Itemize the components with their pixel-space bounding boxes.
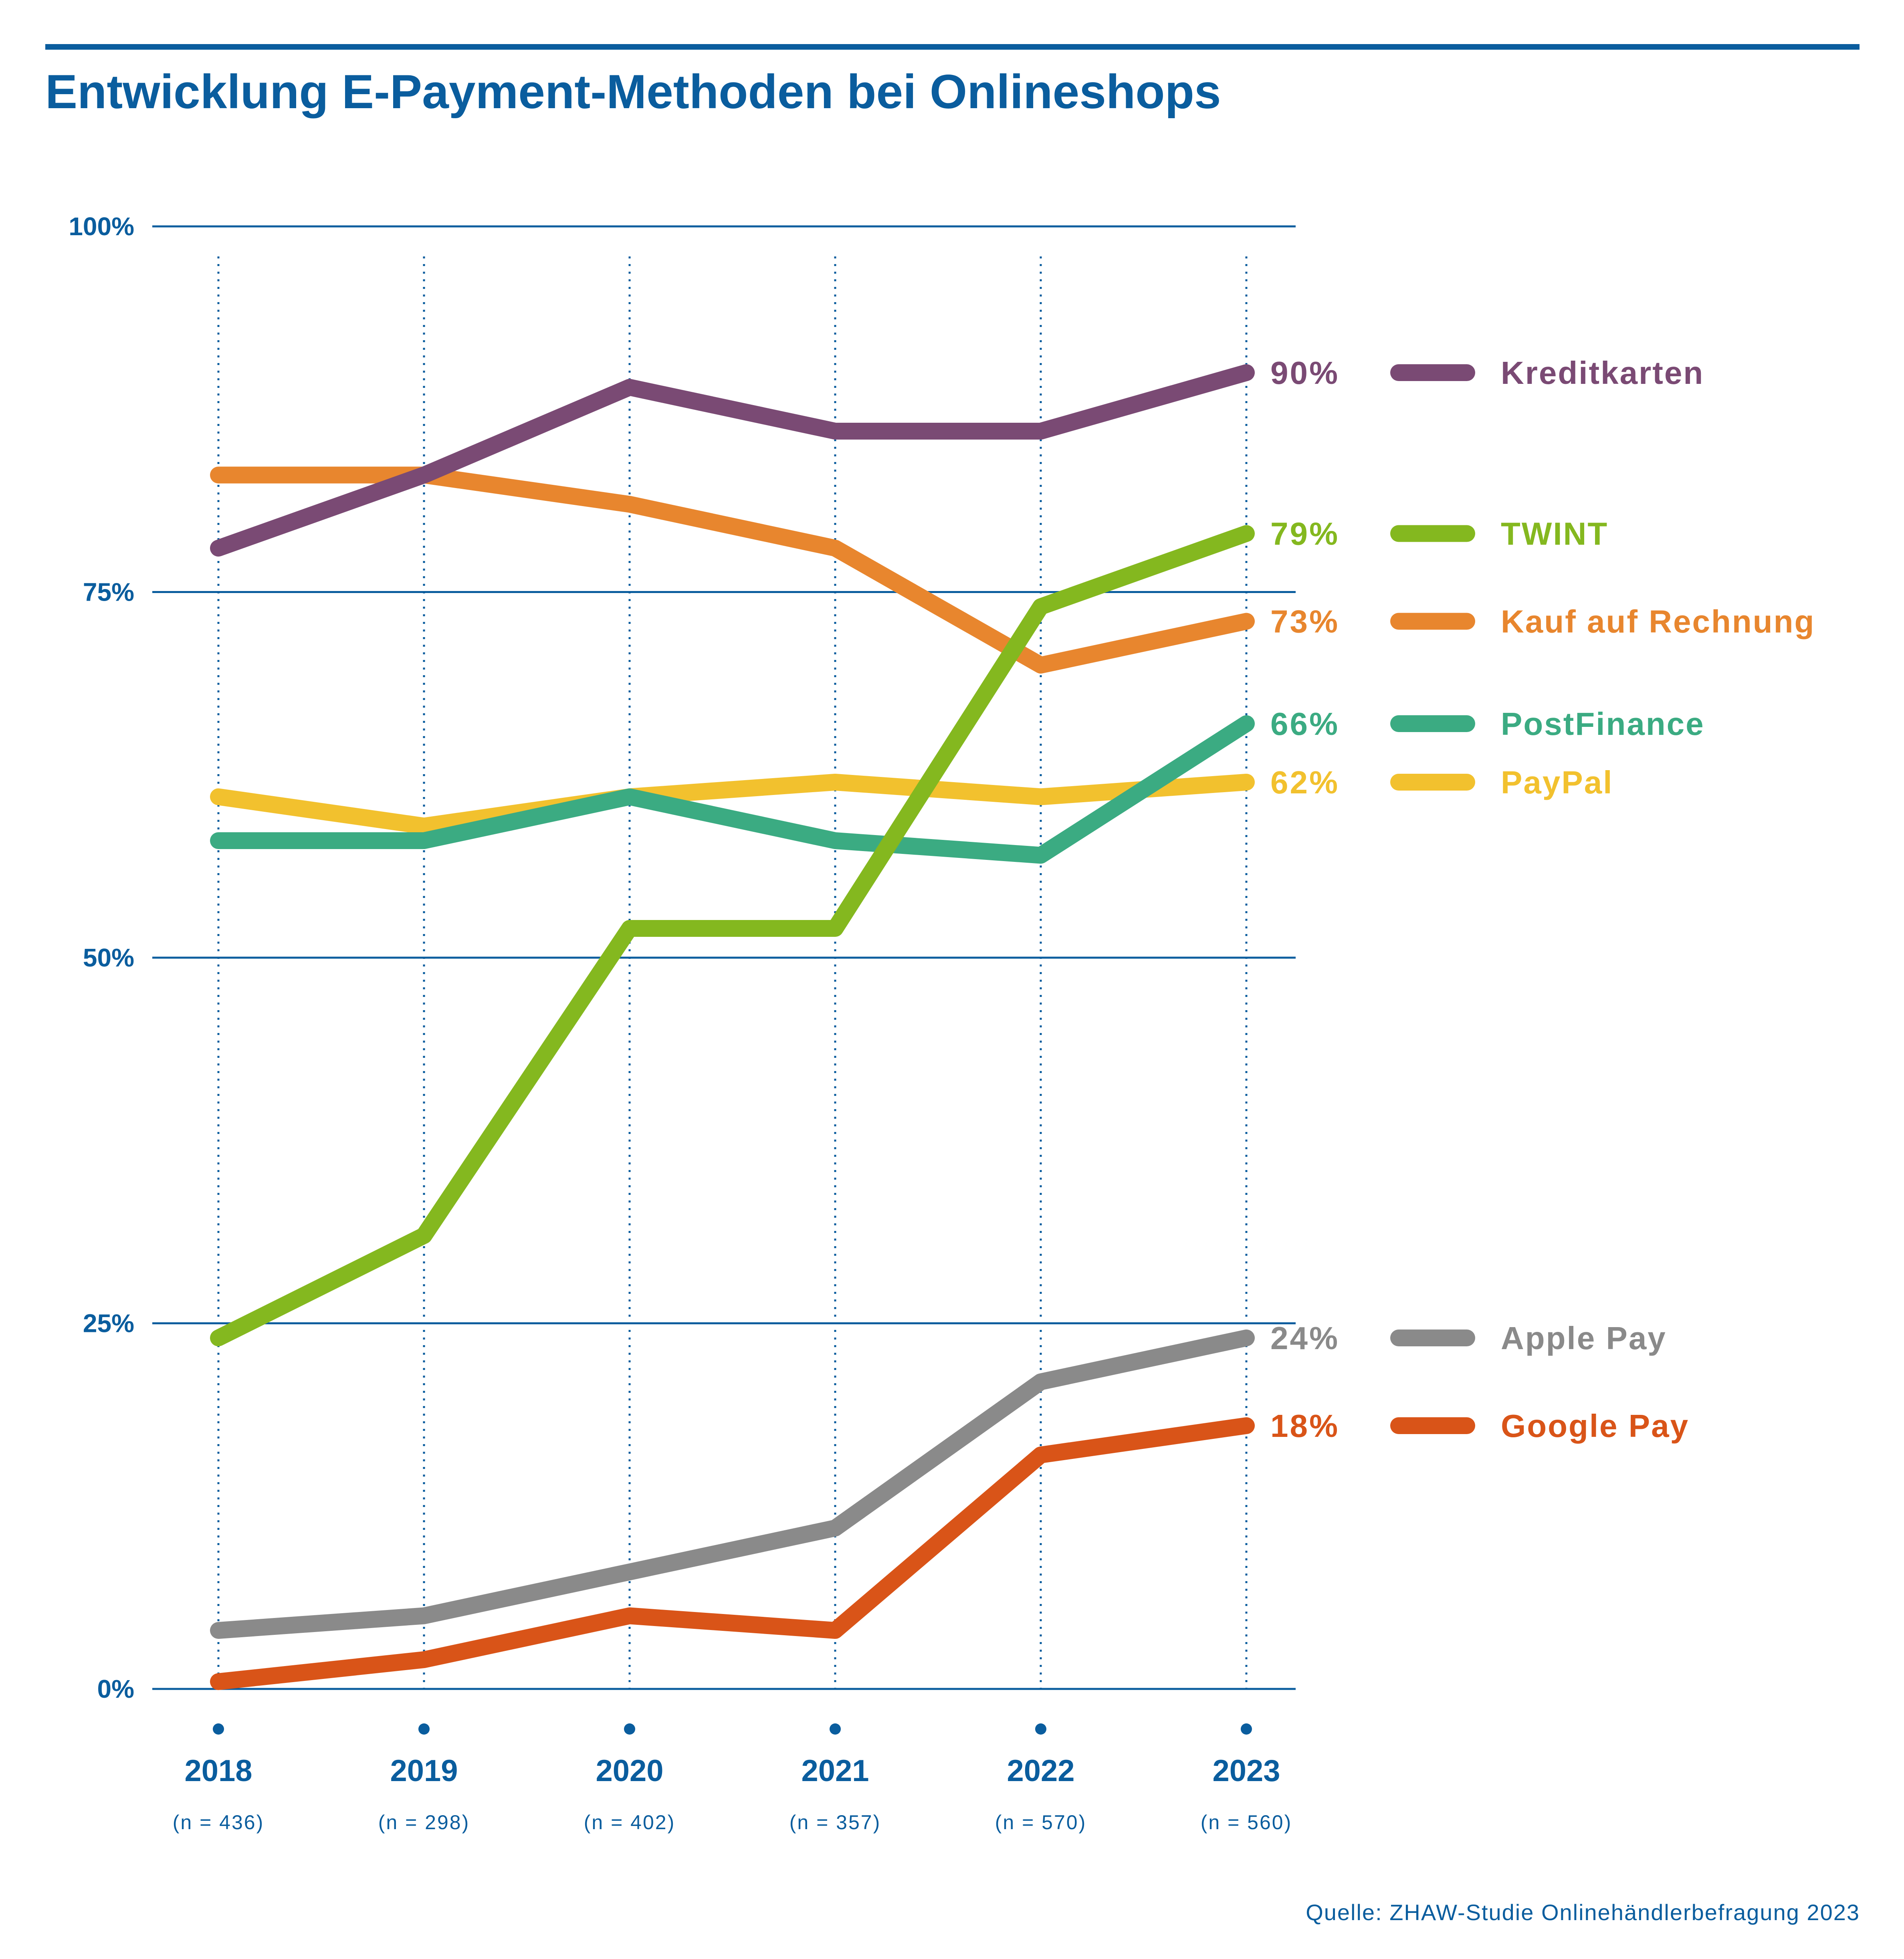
x-tick-dot bbox=[213, 1723, 224, 1735]
legend-label: Kreditkarten bbox=[1501, 355, 1704, 391]
series-line-paypal bbox=[210, 774, 1255, 835]
grid bbox=[152, 225, 1296, 1690]
x-tick-dot bbox=[1035, 1723, 1046, 1735]
x-sample-size-label: (n = 357) bbox=[789, 1811, 881, 1834]
x-tick-dot bbox=[830, 1723, 841, 1735]
x-sample-size-label: (n = 298) bbox=[378, 1811, 470, 1834]
x-tick-label: 2021 bbox=[801, 1754, 869, 1788]
legend: 90% Kreditkarten 79% TWINT 73% Kauf auf Rechn… bbox=[1270, 355, 1815, 1444]
axes: 0% 25% 50% 75% 100% 2018 (n = 436) 2019 (n = 298… bbox=[69, 212, 1292, 1834]
series-line-postfinance bbox=[210, 715, 1255, 864]
x-sample-size-label: (n = 560) bbox=[1201, 1811, 1292, 1834]
end-value-label: 73% bbox=[1270, 604, 1339, 640]
x-tick-label: 2023 bbox=[1212, 1754, 1280, 1788]
source-note: Quelle: ZHAW-Studie Onlinehändlerbefragu… bbox=[1306, 1900, 1860, 1925]
end-value-label: 62% bbox=[1270, 765, 1339, 800]
x-sample-size-label: (n = 570) bbox=[995, 1811, 1087, 1834]
legend-label: TWINT bbox=[1501, 516, 1608, 552]
end-value-label: 90% bbox=[1270, 355, 1339, 391]
legend-label: PostFinance bbox=[1501, 706, 1705, 742]
y-tick-label: 50% bbox=[83, 943, 134, 972]
y-tick-label: 75% bbox=[83, 578, 134, 607]
x-tick-label: 2022 bbox=[1007, 1754, 1074, 1788]
x-tick-dot bbox=[418, 1723, 430, 1735]
series-line-kauf-auf-rechnung bbox=[210, 466, 1255, 674]
x-sample-size-label: (n = 436) bbox=[173, 1811, 265, 1834]
y-tick-label: 25% bbox=[83, 1309, 134, 1338]
y-tick-label: 0% bbox=[97, 1675, 135, 1703]
legend-label: PayPal bbox=[1501, 765, 1613, 800]
legend-label: Kauf auf Rechnung bbox=[1501, 604, 1815, 640]
series-line-google-pay bbox=[210, 1417, 1255, 1690]
end-value-label: 18% bbox=[1270, 1408, 1339, 1444]
series-line-apple-pay bbox=[210, 1330, 1255, 1639]
x-sample-size-label: (n = 402) bbox=[584, 1811, 676, 1834]
legend-label: Google Pay bbox=[1501, 1408, 1689, 1444]
x-tick-label: 2018 bbox=[184, 1754, 252, 1788]
legend-label: Apple Pay bbox=[1501, 1320, 1667, 1356]
x-tick-dot bbox=[1241, 1723, 1252, 1735]
series-lines bbox=[210, 364, 1255, 1690]
x-tick-label: 2019 bbox=[390, 1754, 458, 1788]
x-tick-label: 2020 bbox=[596, 1754, 663, 1788]
y-tick-label: 100% bbox=[69, 212, 134, 241]
end-value-label: 79% bbox=[1270, 516, 1339, 552]
series-line-twint bbox=[210, 525, 1255, 1346]
chart-title: Entwicklung E-Payment-Methoden bei Onlin… bbox=[45, 65, 1221, 119]
title-rule bbox=[45, 44, 1860, 50]
series-line-kreditkarten bbox=[210, 364, 1255, 557]
end-value-label: 24% bbox=[1270, 1320, 1339, 1356]
x-tick-dot bbox=[624, 1723, 635, 1735]
end-value-label: 66% bbox=[1270, 706, 1339, 742]
